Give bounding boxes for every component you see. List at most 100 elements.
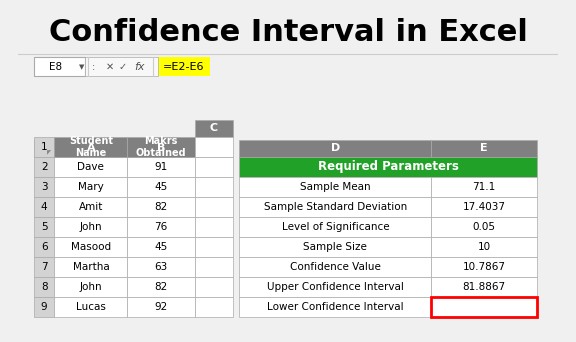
Text: 6: 6 [41, 242, 47, 252]
Text: A: A [86, 143, 95, 153]
Text: Sample Standard Deviation: Sample Standard Deviation [264, 202, 407, 212]
Bar [127, 217, 195, 237]
Bar [34, 297, 54, 317]
Bar [195, 277, 233, 297]
Bar [431, 297, 537, 317]
Text: 91: 91 [154, 162, 168, 172]
Bar [431, 237, 537, 257]
Text: Sample Size: Sample Size [304, 242, 367, 252]
Text: 63: 63 [154, 262, 168, 272]
Bar [54, 140, 127, 157]
Bar [127, 297, 195, 317]
Text: 0.05: 0.05 [472, 222, 495, 232]
Bar [34, 277, 54, 297]
Bar [240, 257, 431, 277]
Bar [195, 157, 233, 177]
Text: 76: 76 [154, 222, 168, 232]
Text: 92: 92 [154, 302, 168, 312]
Bar [195, 217, 233, 237]
Text: 45: 45 [154, 242, 168, 252]
Text: Student
Name: Student Name [69, 135, 113, 158]
Text: fx: fx [134, 62, 145, 72]
Bar [85, 57, 158, 76]
Bar [54, 257, 127, 277]
Bar [431, 277, 537, 297]
Bar [127, 257, 195, 277]
Text: Amit: Amit [79, 202, 103, 212]
Text: Martha: Martha [73, 262, 109, 272]
Text: Level of Significance: Level of Significance [282, 222, 389, 232]
Text: E8: E8 [49, 62, 62, 72]
Text: 81.8867: 81.8867 [463, 282, 506, 292]
Bar [158, 57, 210, 76]
Text: B: B [157, 143, 165, 153]
Bar [240, 177, 431, 197]
Text: 1: 1 [41, 142, 47, 152]
Text: 2: 2 [41, 162, 47, 172]
Text: Mary: Mary [78, 182, 104, 192]
Text: Confidence Interval in Excel: Confidence Interval in Excel [48, 18, 528, 47]
Bar [54, 217, 127, 237]
Text: ▼: ▼ [79, 64, 84, 70]
Bar [127, 137, 195, 157]
Bar [240, 197, 431, 217]
Text: Required Parameters: Required Parameters [317, 160, 458, 173]
Bar [54, 277, 127, 297]
Bar [240, 140, 431, 157]
Bar [34, 57, 85, 76]
Text: 45: 45 [154, 182, 168, 192]
Text: 8: 8 [41, 282, 47, 292]
Bar [54, 297, 127, 317]
Bar [127, 177, 195, 197]
Text: ✓: ✓ [119, 62, 127, 72]
Bar [240, 237, 431, 257]
Bar [195, 297, 233, 317]
Text: 10: 10 [478, 242, 491, 252]
Bar [34, 257, 54, 277]
Text: E: E [480, 143, 488, 153]
Bar [127, 197, 195, 217]
Bar [431, 257, 537, 277]
Text: Masood: Masood [71, 242, 111, 252]
Bar [54, 177, 127, 197]
Bar [195, 197, 233, 217]
Bar [195, 237, 233, 257]
Text: 17.4037: 17.4037 [463, 202, 506, 212]
Bar [240, 217, 431, 237]
Bar [54, 137, 127, 157]
Bar [431, 217, 537, 237]
Bar [431, 140, 537, 157]
Bar [127, 277, 195, 297]
Text: Dave: Dave [77, 162, 104, 172]
Bar [34, 140, 54, 157]
Text: Lucas: Lucas [76, 302, 106, 312]
Bar [54, 197, 127, 217]
Bar [34, 217, 54, 237]
Bar [34, 177, 54, 197]
Text: 4: 4 [41, 202, 47, 212]
Text: :: : [92, 62, 95, 72]
Bar [54, 237, 127, 257]
Bar [54, 157, 127, 177]
Bar [431, 297, 537, 317]
Bar [34, 137, 54, 157]
Bar [195, 177, 233, 197]
Bar [195, 137, 233, 157]
Text: 5: 5 [41, 222, 47, 232]
Bar [34, 237, 54, 257]
Bar [127, 140, 195, 157]
Bar [195, 120, 233, 137]
Bar [34, 157, 54, 177]
Bar [127, 237, 195, 257]
Text: 71.1: 71.1 [472, 182, 495, 192]
Bar [127, 157, 195, 177]
Text: Lower Confidence Interval: Lower Confidence Interval [267, 302, 404, 312]
Text: 3: 3 [41, 182, 47, 192]
Text: C: C [210, 123, 218, 133]
Bar [240, 277, 431, 297]
Text: D: D [331, 143, 340, 153]
Text: 82: 82 [154, 282, 168, 292]
Text: Upper Confidence Interval: Upper Confidence Interval [267, 282, 404, 292]
Bar [431, 177, 537, 197]
Text: 82: 82 [154, 202, 168, 212]
